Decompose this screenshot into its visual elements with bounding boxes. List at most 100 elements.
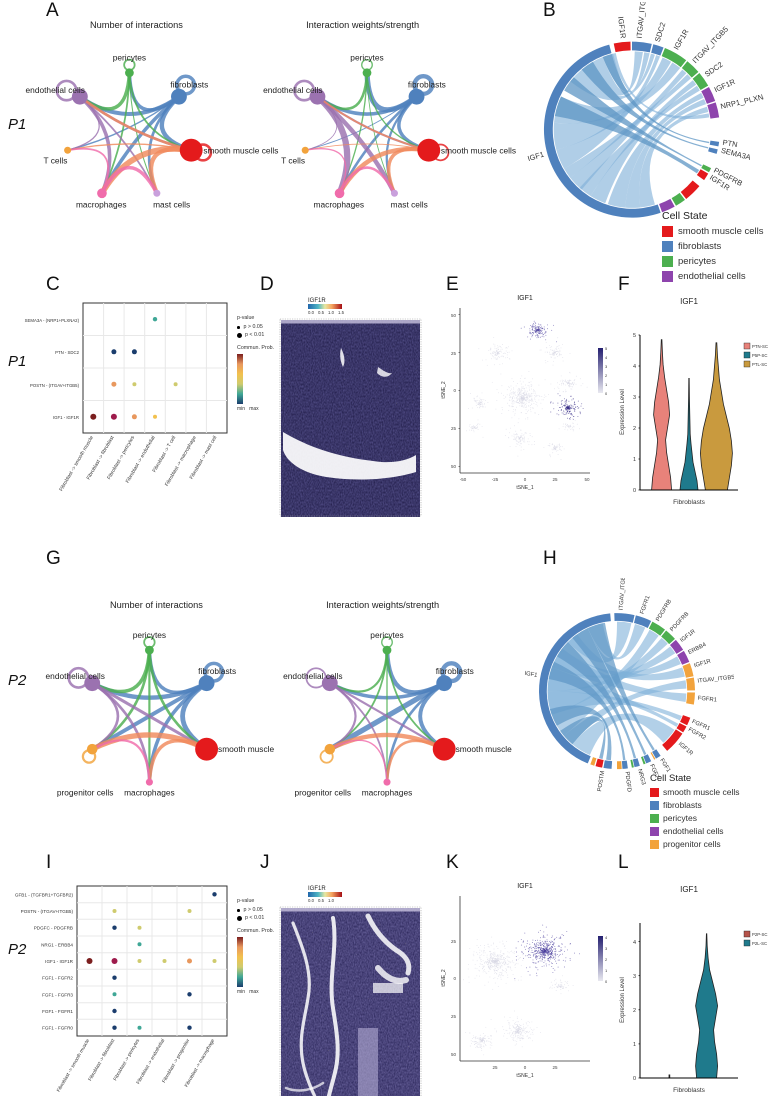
svg-text:NRG1 - ERBB4: NRG1 - ERBB4 <box>41 942 73 947</box>
svg-text:PDGFRB: PDGFRB <box>655 599 673 623</box>
svg-text:IGF1: IGF1 <box>524 671 538 679</box>
svg-text:IGF1: IGF1 <box>680 885 698 894</box>
svg-text:0.5: 0.5 <box>318 898 325 903</box>
svg-text:PDGFC - PDGFRB: PDGFC - PDGFRB <box>34 926 73 931</box>
svg-text:IGF1: IGF1 <box>517 883 533 890</box>
svg-text:pericytes: pericytes <box>370 630 403 640</box>
svg-text:IGF1R: IGF1R <box>693 659 711 670</box>
svg-text:1: 1 <box>605 382 607 387</box>
svg-text:endothelial cells: endothelial cells <box>283 671 342 681</box>
svg-text:pericytes: pericytes <box>133 630 166 640</box>
svg-text:mast cells: mast cells <box>391 199 428 209</box>
svg-text:50: 50 <box>451 1052 457 1057</box>
svg-text:tSNE_1: tSNE_1 <box>516 1073 533 1079</box>
svg-text:25: 25 <box>552 1065 558 1070</box>
svg-text:1.0: 1.0 <box>328 310 335 315</box>
svg-text:4: 4 <box>605 935 607 940</box>
svg-text:tSNE_2: tSNE_2 <box>441 381 447 398</box>
svg-text:NRP1_PLXNA2: NRP1_PLXNA2 <box>720 90 764 111</box>
svg-text:endothelial cells: endothelial cells <box>26 85 85 95</box>
svg-text:-50: -50 <box>460 477 467 482</box>
svg-text:SDC2: SDC2 <box>703 60 724 79</box>
svg-text:P2P-SC: P2P-SC <box>752 932 768 937</box>
svg-text:1.0: 1.0 <box>328 898 335 903</box>
svg-text:5: 5 <box>633 333 636 339</box>
svg-text:tSNE_2: tSNE_2 <box>441 969 447 986</box>
svg-text:fibroblasts: fibroblasts <box>198 666 236 676</box>
svg-text:Fibroblasts: Fibroblasts <box>673 1087 706 1094</box>
svg-text:0.0: 0.0 <box>308 310 315 315</box>
svg-text:IGF1R: IGF1R <box>679 629 696 644</box>
svg-text:IGF1 - IGF1R: IGF1 - IGF1R <box>53 415 79 420</box>
svg-text:Fibroblast -> smooth muscle: Fibroblast -> smooth muscle <box>56 1038 92 1094</box>
svg-text:IGF1: IGF1 <box>527 150 546 163</box>
svg-text:smooth muscle: smooth muscle <box>218 744 274 754</box>
svg-text:Fibroblast -> smooth muscle: Fibroblast -> smooth muscle <box>58 435 95 493</box>
svg-text:0: 0 <box>633 1076 636 1082</box>
svg-text:ITGAV_ITGB5: ITGAV_ITGB5 <box>697 675 734 685</box>
svg-text:0: 0 <box>633 488 636 494</box>
svg-text:3: 3 <box>633 395 636 401</box>
svg-text:pericytes: pericytes <box>350 52 383 62</box>
svg-text:endothelial cells: endothelial cells <box>46 671 105 681</box>
svg-text:FGF1 - FGFR2: FGF1 - FGFR2 <box>42 976 73 981</box>
svg-text:ERBB4: ERBB4 <box>687 642 707 656</box>
svg-text:25: 25 <box>451 351 457 356</box>
svg-text:progenitor cells: progenitor cells <box>294 787 351 797</box>
svg-text:-25: -25 <box>492 477 499 482</box>
svg-text:IGF1R: IGF1R <box>308 298 326 304</box>
svg-text:fibroblasts: fibroblasts <box>436 666 474 676</box>
svg-text:Fibroblasts: Fibroblasts <box>673 499 706 506</box>
svg-text:NRG3: NRG3 <box>636 768 646 785</box>
svg-text:1: 1 <box>633 1042 636 1048</box>
svg-text:2: 2 <box>605 957 607 962</box>
svg-text:fibroblasts: fibroblasts <box>408 80 446 90</box>
svg-text:2: 2 <box>633 426 636 432</box>
svg-text:progenitor cells: progenitor cells <box>57 787 114 797</box>
svg-text:macrophages: macrophages <box>124 787 175 797</box>
svg-text:25: 25 <box>451 939 457 944</box>
svg-text:SDC2: SDC2 <box>653 21 668 43</box>
svg-text:4: 4 <box>633 940 636 946</box>
svg-text:TGFB1 - (TGFBR1+TGFBR2): TGFB1 - (TGFBR1+TGFBR2) <box>15 892 73 897</box>
svg-text:pericytes: pericytes <box>113 52 146 62</box>
svg-text:macrophages: macrophages <box>314 199 365 209</box>
svg-text:PDGFD: PDGFD <box>624 771 632 792</box>
svg-text:FGFR1: FGFR1 <box>697 696 717 704</box>
svg-text:0: 0 <box>453 976 456 981</box>
svg-text:0: 0 <box>605 979 607 984</box>
svg-text:PTN-SC: PTN-SC <box>752 344 768 349</box>
svg-text:PTN - SDC2: PTN - SDC2 <box>55 350 79 355</box>
svg-text:mast cells: mast cells <box>153 199 190 209</box>
svg-text:IGF1: IGF1 <box>517 295 533 302</box>
svg-text:POSTN - (ITGAV+ITGB5): POSTN - (ITGAV+ITGB5) <box>30 383 80 388</box>
svg-text:IGF1 - IGF1R: IGF1 - IGF1R <box>45 959 74 964</box>
svg-text:ITGAV_ITGB5: ITGAV_ITGB5 <box>691 25 731 65</box>
svg-text:FGF1 - FGFR1: FGF1 - FGFR1 <box>42 1009 73 1014</box>
svg-text:0.5: 0.5 <box>318 310 325 315</box>
svg-text:Fibroblast -> progenitor: Fibroblast -> progenitor <box>161 1038 191 1084</box>
svg-text:50: 50 <box>584 477 590 482</box>
svg-text:POSTM: POSTM <box>597 770 606 792</box>
svg-text:2: 2 <box>633 1008 636 1014</box>
svg-text:macrophages: macrophages <box>362 787 413 797</box>
svg-text:25: 25 <box>451 1014 457 1019</box>
svg-text:T cells: T cells <box>281 155 305 165</box>
svg-text:1.5: 1.5 <box>338 310 345 315</box>
svg-text:POSTN - (ITGAV+ITGB5): POSTN - (ITGAV+ITGB5) <box>21 909 74 914</box>
svg-text:IGF1R: IGF1R <box>677 741 694 757</box>
svg-text:1: 1 <box>633 457 636 463</box>
svg-text:PTL-SC: PTL-SC <box>752 362 767 367</box>
svg-text:IGF1: IGF1 <box>680 297 698 306</box>
svg-text:25: 25 <box>492 1065 498 1070</box>
svg-text:50: 50 <box>451 464 457 469</box>
svg-text:3: 3 <box>605 946 607 951</box>
svg-text:4: 4 <box>633 364 636 370</box>
svg-text:0.0: 0.0 <box>308 898 315 903</box>
svg-text:fibroblasts: fibroblasts <box>170 80 208 90</box>
svg-text:Fibroblast -> pericytes: Fibroblast -> pericytes <box>112 1037 141 1082</box>
svg-text:FGF1 - FGFR3: FGF1 - FGFR3 <box>42 992 73 997</box>
svg-text:IGF1R: IGF1R <box>672 27 691 51</box>
svg-text:ITGAV_ITGB5: ITGAV_ITGB5 <box>619 578 628 610</box>
svg-text:SEMA3A - (NRP1+PLXNA2): SEMA3A - (NRP1+PLXNA2) <box>25 318 80 323</box>
